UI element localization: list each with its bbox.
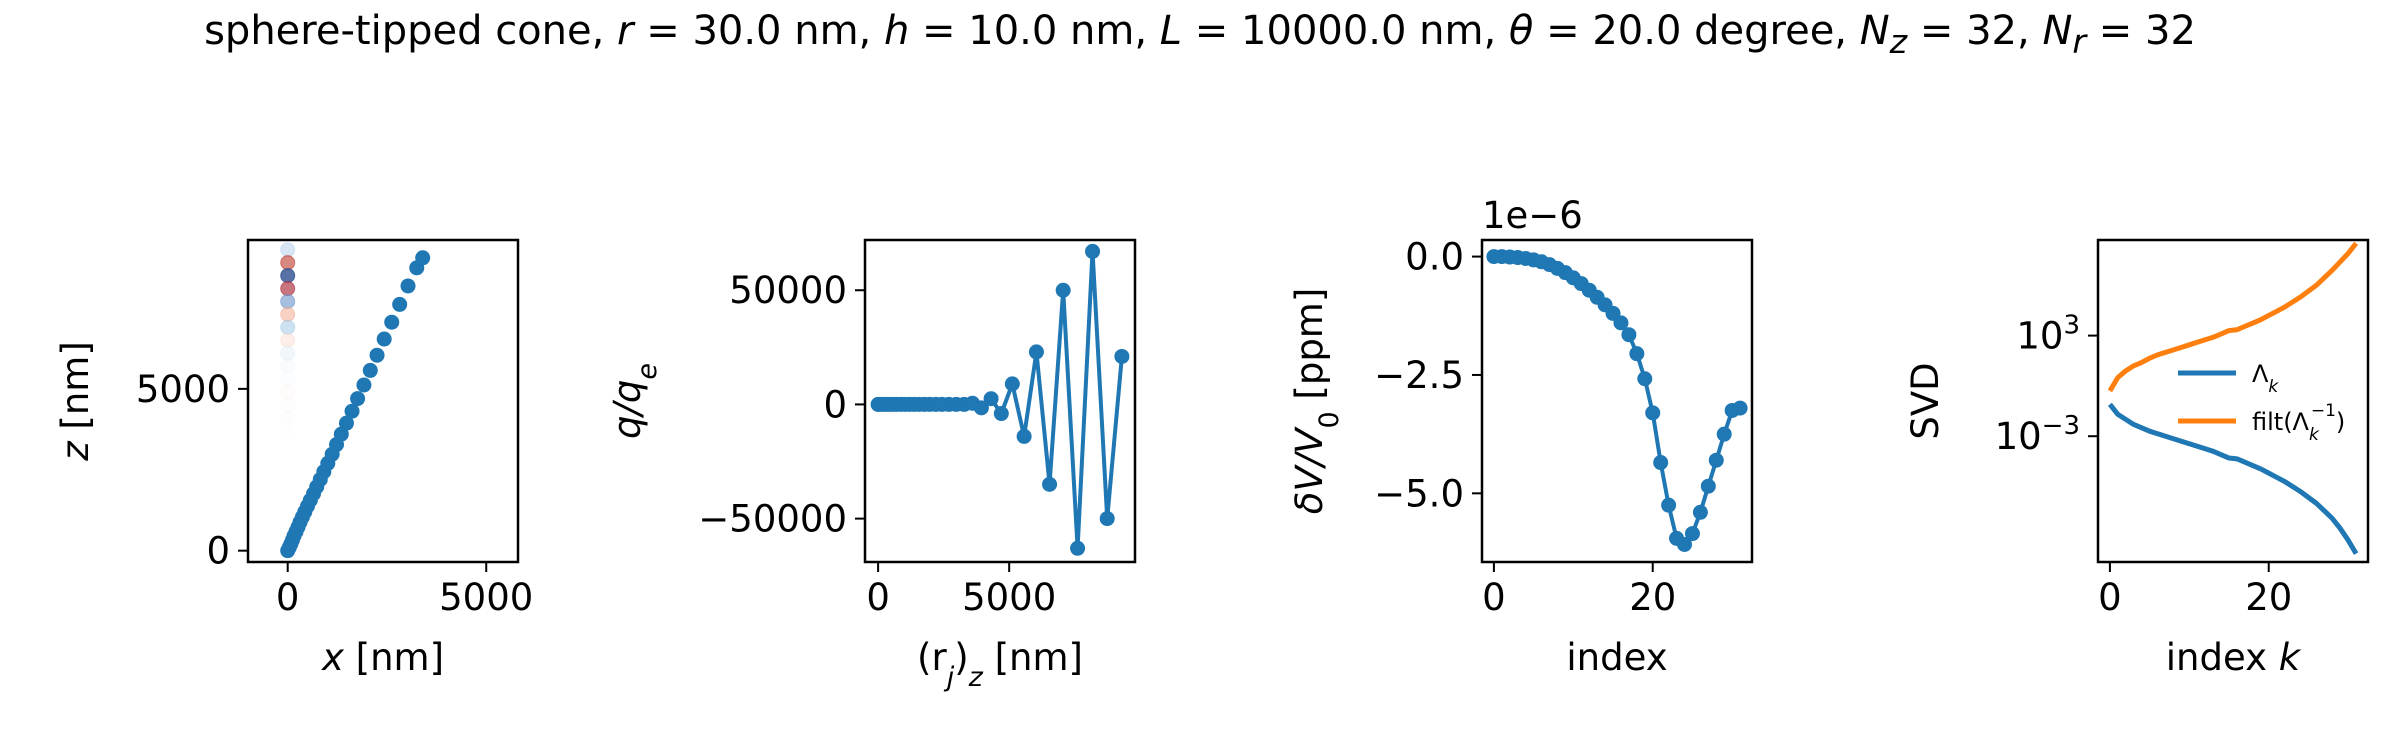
voltage-data-point (1684, 526, 1700, 542)
geometry-charge-point (280, 319, 296, 335)
geometry-cone-point (356, 377, 372, 393)
voltage-ytick-label: −2.5 (1374, 354, 1464, 397)
svd-legend-label: filt(Λk−1) (2252, 401, 2345, 445)
geometry-cone-point (392, 296, 408, 312)
charges-ytick-label: 50000 (729, 269, 847, 312)
charges-data-point (1016, 428, 1032, 444)
svd-ytick-label: 10−3 (1995, 411, 2080, 458)
geometry-cone-point (384, 314, 400, 330)
geometry-cone-point (344, 403, 360, 419)
svd-series-line-0 (2107, 402, 2359, 555)
voltage-xtick-label: 0 (1482, 576, 1506, 619)
geometry-charge-point (280, 345, 296, 361)
geometry-xlabel: x [nm] (321, 636, 444, 679)
svd-frame (2096, 238, 2370, 564)
geometry-cone-point (350, 391, 366, 407)
voltage-data-point (1692, 504, 1708, 520)
geometry-cone-point (338, 415, 354, 431)
charges-data-point (1114, 348, 1130, 364)
voltage-data-point (1732, 400, 1748, 416)
geometry-charge-point (280, 358, 296, 374)
geometry-ytick-label: 5000 (136, 368, 230, 411)
voltage-data-point (1700, 478, 1716, 494)
geometry-cone-point (400, 278, 416, 294)
charges-data-point (1085, 243, 1101, 259)
charges-data-point (1055, 282, 1071, 298)
charges-data-point (1042, 476, 1058, 492)
geometry-charge-point (280, 255, 296, 271)
geometry-charge-point (280, 306, 296, 322)
geometry-xtick-label: 5000 (439, 576, 533, 619)
charges-ytick-label: −50000 (698, 498, 847, 541)
geometry-cone-point (369, 347, 385, 363)
charges-data-point (973, 400, 989, 416)
voltage-data-point (1677, 536, 1692, 552)
charges-data-point (1070, 540, 1086, 556)
voltage-xtick-label: 20 (1629, 576, 1676, 619)
charges-data-point (983, 391, 999, 407)
figure-title: sphere-tipped cone, r = 30.0 nm, h = 10.… (204, 8, 2196, 61)
svd-legend-label: Λk (2252, 360, 2279, 397)
charges-data-point (993, 406, 1009, 422)
voltage-data-point (1716, 426, 1732, 442)
voltage-data-point (1621, 327, 1637, 343)
charges-data-point (1004, 376, 1020, 392)
geometry-charge-point (280, 242, 296, 258)
voltage-xlabel: index (1566, 636, 1667, 679)
voltage-data-point (1629, 346, 1645, 362)
geometry-frame (246, 238, 520, 564)
geometry-charge-point (280, 332, 296, 348)
charges-ylabel: q/qe (606, 363, 663, 439)
geometry-charge-point (280, 423, 296, 439)
charges-data-point (1028, 344, 1044, 360)
voltage-ytick-label: 0.0 (1405, 236, 1464, 279)
svd-ylabel: SVD (1904, 362, 1947, 439)
charges-xtick-label: 0 (866, 576, 890, 619)
svd-xtick-label: 20 (2245, 576, 2292, 619)
geometry-ylabel: z [nm] (54, 341, 97, 462)
geometry-charge-point (280, 281, 296, 297)
geometry-charge-point (280, 293, 296, 309)
geometry-xtick-label: 0 (276, 576, 300, 619)
charges-xlabel: (rj)z [nm] (917, 636, 1083, 693)
voltage-ylabel: δV/V0 [ppm] (1288, 288, 1345, 515)
voltage-frame (1480, 238, 1754, 564)
geometry-charge-point (280, 410, 296, 426)
voltage-data-point (1708, 452, 1724, 468)
voltage-offset-text: 1e−6 (1482, 194, 1583, 237)
voltage-data-point (1653, 455, 1669, 471)
voltage-series-line (1493, 254, 1741, 547)
geometry-charge-point (280, 436, 296, 452)
geometry-charge-point (280, 371, 296, 387)
svd-xtick-label: 0 (2098, 576, 2122, 619)
voltage-ytick-label: −5.0 (1374, 472, 1464, 515)
charges-ytick-label: 0 (823, 383, 847, 426)
charges-data-point (1099, 511, 1115, 527)
geometry-charge-point (280, 384, 296, 400)
geometry-charge-point (280, 397, 296, 413)
geometry-cone-point (415, 250, 431, 266)
voltage-data-point (1661, 497, 1677, 513)
geometry-cone-point (362, 362, 378, 378)
svd-xlabel: index k (2166, 636, 2302, 679)
geometry-ytick-label: 0 (206, 530, 230, 573)
geometry-charge-point (280, 268, 296, 284)
charges-xtick-label: 5000 (962, 576, 1056, 619)
voltage-data-point (1613, 315, 1629, 331)
svd-ytick-label: 103 (2016, 311, 2080, 358)
charges-frame (863, 238, 1137, 564)
svd-series-line-1 (2107, 241, 2359, 393)
voltage-data-point (1645, 405, 1661, 421)
geometry-cone-point (376, 331, 392, 347)
voltage-data-point (1637, 371, 1653, 387)
